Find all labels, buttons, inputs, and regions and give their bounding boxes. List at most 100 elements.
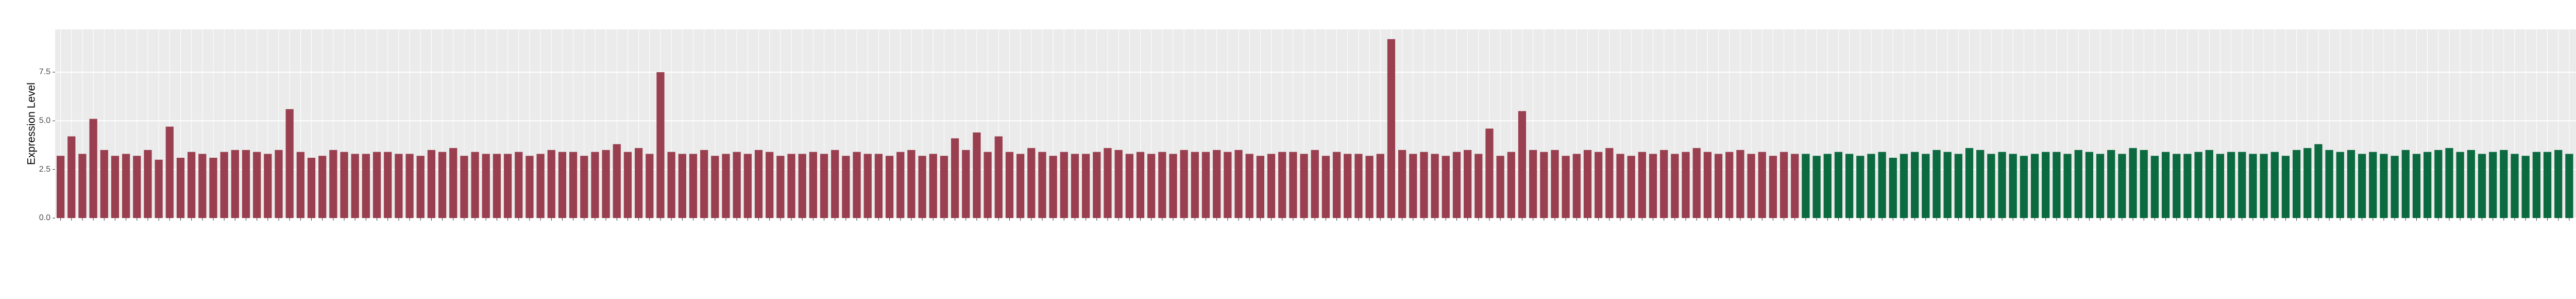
- bar: [56, 156, 65, 218]
- bar: [351, 154, 359, 218]
- bar: [1114, 150, 1123, 218]
- bar: [1354, 154, 1363, 218]
- bar: [2467, 150, 2475, 218]
- bar: [743, 154, 752, 218]
- bar: [1224, 152, 1232, 218]
- bar: [493, 154, 501, 218]
- bar: [1016, 154, 1025, 218]
- bar: [1605, 148, 1614, 218]
- bar: [165, 126, 174, 218]
- bar: [1518, 111, 1527, 218]
- bar: [1540, 152, 1548, 218]
- bar: [362, 154, 370, 218]
- bar: [209, 158, 217, 218]
- bar: [89, 119, 97, 218]
- bar: [1093, 152, 1101, 218]
- bar: [1398, 150, 1406, 218]
- bar: [2063, 154, 2072, 218]
- bar: [951, 138, 959, 218]
- bar: [853, 152, 861, 218]
- bar: [984, 152, 992, 218]
- bar: [1158, 152, 1166, 218]
- bar: [2336, 152, 2344, 218]
- bar: [2554, 150, 2563, 218]
- bar: [1409, 154, 1417, 218]
- bar: [820, 154, 828, 218]
- bar: [2314, 144, 2323, 218]
- bar: [2380, 154, 2388, 218]
- y-axis-title: Expression Level: [26, 82, 38, 165]
- bar: [1125, 154, 1133, 218]
- bar: [809, 152, 817, 218]
- y-tick-label: 7.5: [39, 68, 50, 76]
- bar: [766, 152, 774, 218]
- y-tick-label: 5.0: [39, 117, 50, 125]
- bar: [1725, 152, 1734, 218]
- bar: [188, 152, 196, 218]
- bar: [776, 156, 785, 218]
- bar: [1758, 152, 1766, 218]
- bar: [1452, 152, 1461, 218]
- bar: [1834, 152, 1843, 218]
- bar: [1311, 150, 1319, 218]
- bar: [2085, 152, 2093, 218]
- bar: [2227, 152, 2235, 218]
- bar: [100, 150, 108, 218]
- bar: [1245, 154, 1253, 218]
- bar: [275, 150, 283, 218]
- bar: [536, 154, 545, 218]
- bar: [842, 156, 850, 218]
- bar: [253, 152, 261, 218]
- bar: [2074, 150, 2082, 218]
- bar: [242, 150, 250, 218]
- bar: [133, 156, 141, 218]
- bar: [1671, 154, 1679, 218]
- bar: [667, 152, 675, 218]
- bar: [2183, 154, 2192, 218]
- bar: [2173, 154, 2181, 218]
- bar: [1747, 154, 1755, 218]
- bar: [1529, 150, 1537, 218]
- bar: [896, 152, 905, 218]
- bar: [1475, 154, 1483, 218]
- bar: [1420, 152, 1428, 218]
- bar: [329, 150, 337, 218]
- bar: [1147, 154, 1156, 218]
- bar: [722, 154, 730, 218]
- bar: [2270, 152, 2279, 218]
- bars: [56, 39, 2573, 219]
- bar: [994, 136, 1003, 218]
- bar: [1660, 150, 1668, 218]
- bar: [144, 150, 152, 218]
- bar: [678, 154, 686, 218]
- bar: [1692, 148, 1701, 218]
- bar: [155, 159, 163, 218]
- bar: [1900, 154, 1908, 218]
- bar: [940, 156, 948, 218]
- bar: [1987, 154, 1995, 218]
- bar: [623, 152, 632, 218]
- bar: [198, 154, 207, 218]
- bar: [384, 152, 392, 218]
- bar: [1551, 150, 1559, 218]
- bar: [2303, 148, 2312, 218]
- bar: [1049, 156, 1057, 218]
- bar: [1878, 152, 1886, 218]
- bar: [1213, 150, 1221, 218]
- bar: [885, 156, 894, 218]
- bar: [2445, 148, 2453, 218]
- bar: [1714, 154, 1723, 218]
- bar: [2401, 150, 2410, 218]
- bar: [700, 150, 708, 218]
- bar: [405, 154, 414, 218]
- bar: [1256, 156, 1264, 218]
- bar: [2489, 152, 2497, 218]
- bar: [2107, 150, 2115, 218]
- bar: [569, 152, 578, 218]
- y-tick-label: 2.5: [39, 165, 50, 174]
- bar: [318, 156, 327, 218]
- bar: [1703, 152, 1712, 218]
- bar: [2216, 154, 2225, 218]
